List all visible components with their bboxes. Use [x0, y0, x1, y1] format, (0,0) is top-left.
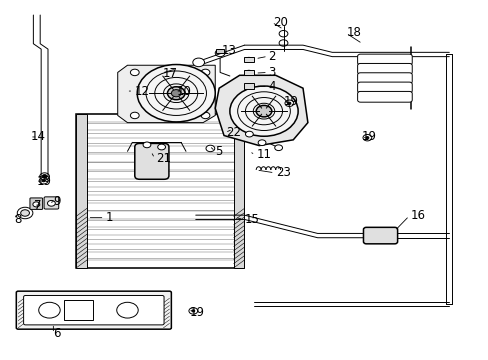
Text: 5: 5 — [215, 145, 222, 158]
Text: 9: 9 — [53, 195, 61, 208]
Circle shape — [245, 131, 253, 137]
FancyBboxPatch shape — [135, 143, 168, 179]
Circle shape — [274, 145, 282, 150]
Circle shape — [130, 112, 139, 119]
Circle shape — [42, 175, 47, 178]
Text: 4: 4 — [267, 80, 275, 93]
Text: 19: 19 — [37, 175, 52, 188]
Circle shape — [245, 84, 251, 88]
Text: 21: 21 — [156, 152, 170, 165]
Circle shape — [117, 302, 138, 318]
Circle shape — [137, 64, 215, 122]
Circle shape — [167, 87, 184, 100]
FancyBboxPatch shape — [30, 198, 42, 210]
Bar — [243, 69, 254, 75]
Text: 8: 8 — [14, 213, 21, 226]
Text: 2: 2 — [267, 50, 275, 63]
Text: 7: 7 — [34, 199, 41, 212]
Text: 3: 3 — [267, 66, 275, 79]
FancyBboxPatch shape — [23, 296, 163, 325]
Text: 13: 13 — [222, 44, 237, 57]
Circle shape — [33, 202, 40, 207]
Circle shape — [287, 102, 290, 104]
Text: 10: 10 — [176, 85, 191, 98]
Circle shape — [365, 136, 368, 139]
Text: 19: 19 — [361, 130, 376, 144]
Circle shape — [47, 201, 55, 206]
Circle shape — [205, 145, 214, 152]
Text: 18: 18 — [346, 27, 361, 40]
Bar — [64, 301, 93, 320]
FancyBboxPatch shape — [357, 82, 411, 93]
Circle shape — [245, 57, 251, 62]
FancyBboxPatch shape — [363, 227, 397, 244]
Circle shape — [258, 140, 265, 145]
FancyBboxPatch shape — [357, 91, 411, 102]
Text: 17: 17 — [162, 67, 177, 80]
Text: 15: 15 — [244, 213, 259, 226]
Bar — [216, 49, 224, 53]
FancyBboxPatch shape — [44, 197, 59, 209]
Text: 16: 16 — [409, 210, 425, 222]
FancyBboxPatch shape — [357, 73, 411, 84]
Text: 6: 6 — [53, 327, 61, 340]
Bar — [243, 57, 254, 62]
FancyBboxPatch shape — [16, 291, 171, 329]
Polygon shape — [215, 75, 307, 145]
Polygon shape — [118, 65, 215, 123]
Text: 1: 1 — [105, 211, 113, 224]
FancyBboxPatch shape — [357, 54, 411, 65]
Text: 22: 22 — [225, 126, 241, 139]
Bar — [243, 83, 254, 89]
Circle shape — [42, 180, 45, 182]
Circle shape — [229, 86, 298, 136]
Circle shape — [143, 142, 151, 148]
Circle shape — [256, 105, 271, 117]
Circle shape — [20, 210, 29, 216]
Circle shape — [158, 144, 165, 150]
Circle shape — [39, 302, 60, 318]
Circle shape — [130, 69, 139, 76]
Text: 11: 11 — [256, 148, 271, 161]
FancyBboxPatch shape — [357, 63, 411, 74]
Text: 14: 14 — [31, 130, 46, 144]
Circle shape — [201, 112, 209, 119]
Bar — [76, 114, 87, 268]
Circle shape — [171, 90, 181, 97]
Circle shape — [201, 69, 209, 76]
Circle shape — [191, 310, 194, 312]
Bar — [76, 114, 244, 268]
Circle shape — [245, 70, 251, 75]
Text: 20: 20 — [272, 16, 287, 29]
Text: 12: 12 — [134, 85, 149, 98]
Text: 19: 19 — [189, 306, 204, 319]
Text: 19: 19 — [283, 95, 298, 108]
Text: 23: 23 — [275, 166, 290, 179]
Bar — [233, 114, 244, 268]
Circle shape — [192, 58, 204, 67]
